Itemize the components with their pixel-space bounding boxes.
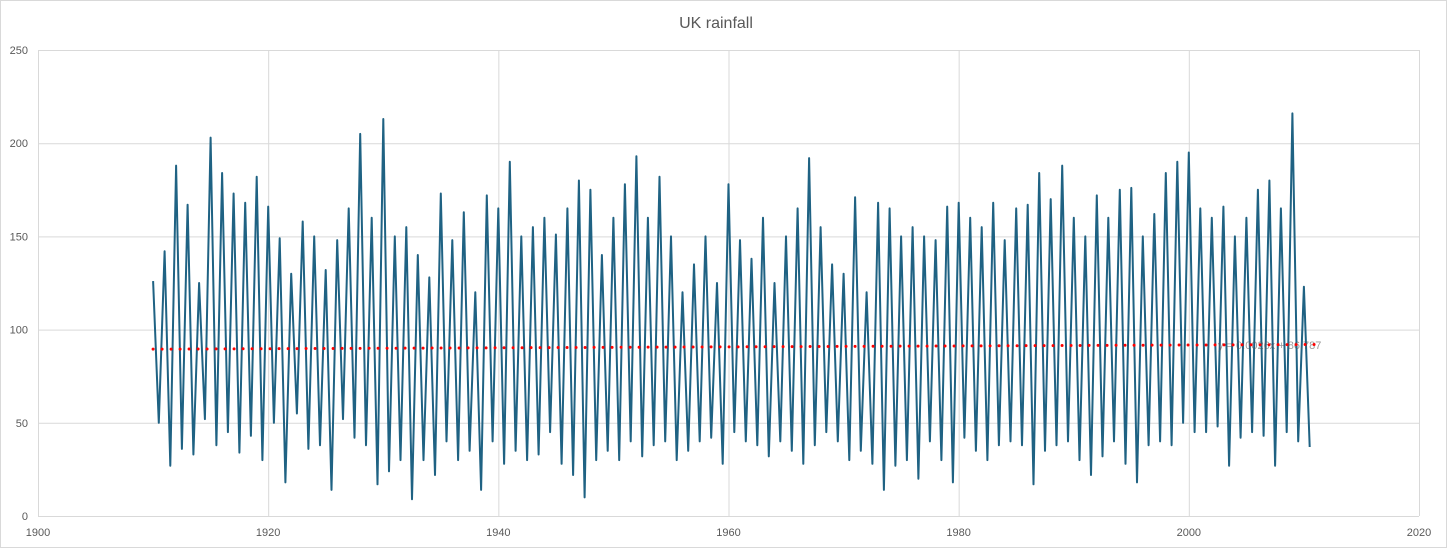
x-tick-label: 2020 bbox=[1407, 527, 1431, 539]
gridlines bbox=[38, 50, 1420, 517]
rainfall-series-line bbox=[152, 112, 1311, 501]
y-tick-label: 50 bbox=[16, 418, 28, 430]
x-tick-label: 2000 bbox=[1177, 527, 1201, 539]
x-tick-label: 1920 bbox=[256, 527, 280, 539]
x-tick-label: 1980 bbox=[946, 527, 970, 539]
x-tick-label: 1900 bbox=[26, 527, 50, 539]
y-axis-ticks: 0 50 100 150 200 250 bbox=[10, 45, 28, 523]
y-tick-label: 200 bbox=[10, 138, 28, 150]
y-tick-label: 150 bbox=[10, 231, 28, 243]
y-tick-label: 0 bbox=[22, 511, 28, 523]
chart-title: UK rainfall bbox=[679, 15, 753, 32]
y-tick-label: 100 bbox=[10, 325, 28, 337]
x-tick-label: 1960 bbox=[716, 527, 740, 539]
x-axis-ticks: 1900 1920 1940 1960 1980 2000 2020 bbox=[26, 527, 1431, 539]
y-tick-label: 250 bbox=[10, 45, 28, 57]
x-tick-label: 1940 bbox=[486, 527, 510, 539]
